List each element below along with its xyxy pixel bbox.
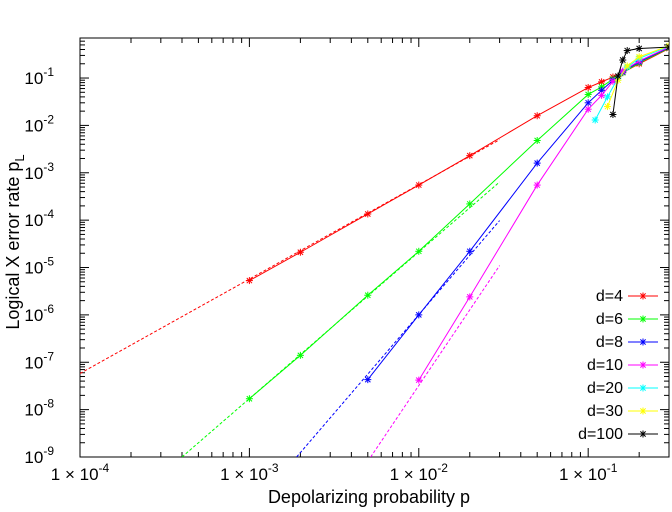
data-point-d=6 xyxy=(245,395,253,403)
legend: d=4 d=6 d=8 d=10 d=20 d=30 d=100 xyxy=(578,288,658,443)
data-point-d=6 xyxy=(364,291,372,299)
series-line-d=8 xyxy=(367,47,669,380)
y-tick-label: 10-6 xyxy=(24,302,54,325)
plot-frame xyxy=(79,37,670,458)
y-axis-label-main: Logical X error rate p xyxy=(3,162,23,330)
data-point-d=4 xyxy=(533,112,541,120)
data-point-d=100 xyxy=(614,72,622,80)
y-tick-label: 10-1 xyxy=(24,65,54,88)
data-point-d=30 xyxy=(603,103,611,111)
series-line-d=100 xyxy=(612,46,669,115)
x-tick-label: 1 × 10-4 xyxy=(51,461,110,484)
y-tick-label: 10-3 xyxy=(24,160,54,183)
data-point-d=6 xyxy=(533,137,541,145)
data-point-d=10 xyxy=(609,77,617,85)
legend-label: d=30 xyxy=(587,403,623,420)
data-point-d=100 xyxy=(619,56,627,64)
legend-label: d=10 xyxy=(587,357,623,374)
data-point-d=10 xyxy=(533,181,541,189)
y-tick-label: 10-5 xyxy=(24,255,54,278)
legend-label: d=20 xyxy=(587,380,623,397)
y-tick-label: 10-7 xyxy=(24,349,54,372)
legend-label: d=100 xyxy=(578,426,623,443)
y-tick-label: 10-2 xyxy=(24,112,54,135)
data-point-d=30 xyxy=(635,53,643,61)
legend-swatch-marker xyxy=(639,407,647,415)
data-point-d=100 xyxy=(609,110,617,118)
data-point-d=100 xyxy=(635,45,643,53)
data-point-d=10 xyxy=(415,376,423,384)
legend-label: d=6 xyxy=(596,311,623,328)
plot-area xyxy=(79,37,670,458)
fit-line-d=10 xyxy=(370,265,501,457)
data-point-d=4 xyxy=(296,248,304,256)
data-point-d=6 xyxy=(466,200,474,208)
data-point-d=8 xyxy=(533,159,541,167)
x-tick-label: 1 × 10-1 xyxy=(559,461,618,484)
data-point-d=4 xyxy=(245,277,253,285)
x-axis-label: Depolarizing probability p xyxy=(268,487,470,507)
y-axis: 10-9 10-8 10-7 10-6 10-5 10-4 10-3 10-2 10-1 xyxy=(24,40,669,467)
data-point-d=100 xyxy=(623,47,631,55)
data-point-d=4 xyxy=(584,84,592,92)
y-tick-label: 10-4 xyxy=(24,207,54,230)
legend-label: d=4 xyxy=(596,288,623,305)
legend-swatch-marker xyxy=(639,361,647,369)
data-point-d=8 xyxy=(364,376,372,384)
fit-lines xyxy=(80,139,501,457)
data-point-d=30 xyxy=(623,62,631,70)
data-point-d=4 xyxy=(466,152,474,160)
data-point-d=10 xyxy=(584,105,592,113)
legend-swatch-marker xyxy=(639,292,647,300)
series-lines xyxy=(245,42,669,403)
data-point-d=8 xyxy=(415,311,423,319)
series-line-d=10 xyxy=(418,46,669,381)
x-tick-label: 1 × 10-3 xyxy=(220,461,279,484)
y-tick-label: 10-9 xyxy=(24,444,54,467)
fit-line-d=8 xyxy=(296,220,500,457)
data-point-d=10 xyxy=(466,293,474,301)
data-point-d=8 xyxy=(466,247,474,255)
y-tick-label: 10-8 xyxy=(24,397,54,420)
data-point-d=4 xyxy=(415,181,423,189)
data-point-d=6 xyxy=(296,351,304,359)
data-point-d=8 xyxy=(584,99,592,107)
y-axis-label-subscript: L xyxy=(12,154,27,161)
data-point-d=20 xyxy=(603,93,611,101)
data-point-d=6 xyxy=(584,90,592,98)
y-axis-label: Logical X error rate pL xyxy=(3,154,27,329)
x-tick-label: 1 × 10-2 xyxy=(390,461,449,484)
data-point-d=20 xyxy=(591,116,599,124)
data-point-d=10 xyxy=(598,91,606,99)
data-point-d=4 xyxy=(364,210,372,218)
legend-swatch-marker xyxy=(639,315,647,323)
legend-swatch-marker xyxy=(639,338,647,346)
x-axis: 1 × 10-4 1 × 10-3 1 × 10-2 1 × 10-1 xyxy=(51,38,640,484)
data-point-d=100 xyxy=(665,43,669,51)
data-point-d=6 xyxy=(415,247,423,255)
legend-label: d=8 xyxy=(596,334,623,351)
legend-swatch-marker xyxy=(639,430,647,438)
legend-swatch-marker xyxy=(639,384,647,392)
